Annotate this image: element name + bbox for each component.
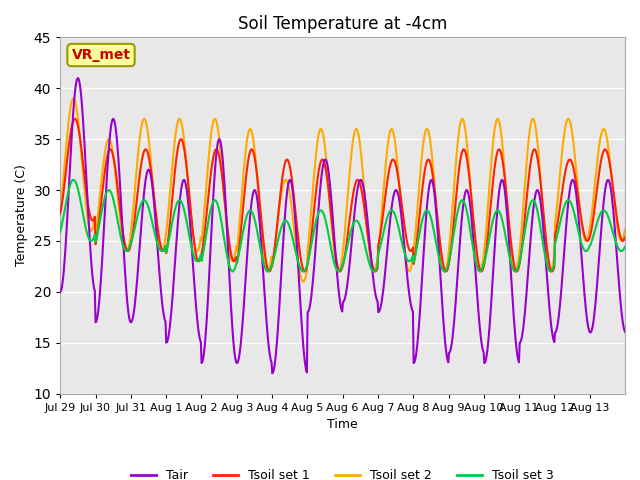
Tsoil set 1	[227, 251, 235, 257]
Tsoil set 3	[621, 244, 629, 250]
Tsoil set 1	[124, 248, 131, 253]
Line: Tsoil set 2: Tsoil set 2	[60, 98, 625, 282]
Tsoil set 1	[266, 269, 273, 275]
Tsoil set 3	[277, 225, 285, 231]
Tair	[255, 213, 263, 218]
Tsoil set 1	[255, 192, 263, 197]
Tsoil set 2	[227, 256, 235, 262]
Tsoil set 3	[228, 269, 236, 275]
Tsoil set 3	[403, 255, 410, 261]
Line: Tair: Tair	[60, 78, 625, 373]
Tair	[434, 233, 442, 239]
Tair	[621, 329, 629, 335]
Tsoil set 3	[434, 250, 442, 255]
Tsoil set 3	[56, 229, 64, 235]
Text: VR_met: VR_met	[72, 48, 131, 62]
Tsoil set 1	[621, 235, 629, 240]
Tsoil set 2	[621, 227, 629, 232]
Tsoil set 3	[124, 248, 131, 254]
Tsoil set 1	[277, 185, 285, 191]
Tair	[227, 304, 235, 310]
Legend: Tair, Tsoil set 1, Tsoil set 2, Tsoil set 3: Tair, Tsoil set 1, Tsoil set 2, Tsoil se…	[127, 464, 559, 480]
Tsoil set 1	[56, 211, 64, 216]
Tsoil set 3	[256, 242, 264, 248]
Y-axis label: Temperature (C): Temperature (C)	[15, 165, 28, 266]
Line: Tsoil set 1: Tsoil set 1	[60, 119, 625, 272]
Tsoil set 2	[403, 259, 410, 265]
Title: Soil Temperature at -4cm: Soil Temperature at -4cm	[238, 15, 447, 33]
Tair	[74, 75, 82, 81]
Tsoil set 2	[276, 197, 284, 203]
Tsoil set 2	[300, 279, 307, 285]
Tsoil set 2	[434, 225, 442, 230]
Tsoil set 3	[70, 177, 77, 183]
Tsoil set 1	[434, 220, 442, 226]
X-axis label: Time: Time	[327, 418, 358, 431]
Tair	[268, 371, 276, 376]
Tair	[56, 289, 64, 295]
Tsoil set 2	[70, 96, 77, 101]
Tair	[277, 274, 285, 279]
Tsoil set 1	[71, 116, 79, 121]
Tsoil set 2	[56, 208, 64, 214]
Tsoil set 2	[255, 197, 263, 203]
Line: Tsoil set 3: Tsoil set 3	[60, 180, 625, 272]
Tsoil set 2	[124, 248, 131, 253]
Tsoil set 3	[227, 267, 235, 273]
Tair	[403, 264, 410, 270]
Tsoil set 1	[403, 235, 410, 240]
Tair	[124, 299, 131, 304]
